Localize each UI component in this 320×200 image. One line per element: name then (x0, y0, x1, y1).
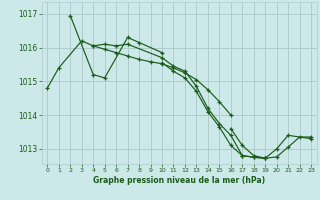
X-axis label: Graphe pression niveau de la mer (hPa): Graphe pression niveau de la mer (hPa) (93, 176, 265, 185)
